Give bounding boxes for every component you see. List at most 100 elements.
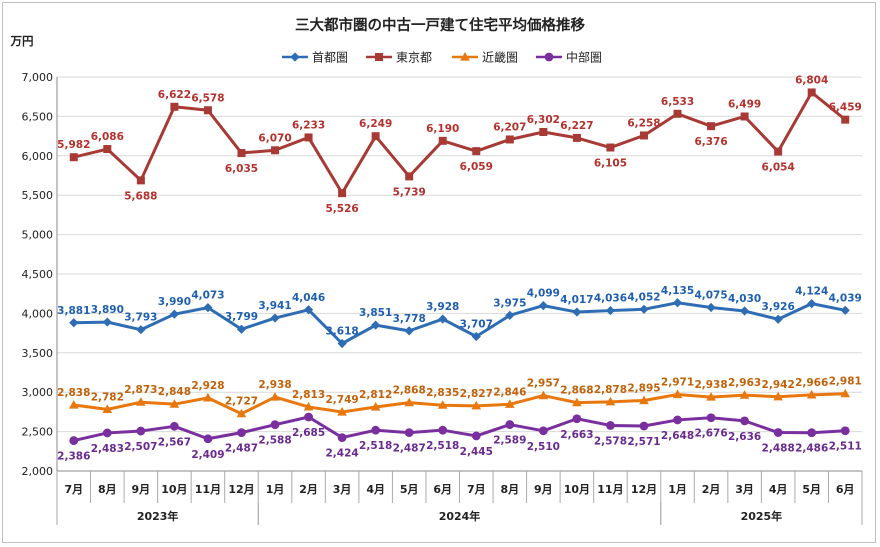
data-point (673, 415, 682, 425)
x-tick-label: 4月 (769, 483, 788, 496)
data-point (740, 306, 750, 316)
y-tick-label: 6,500 (22, 110, 54, 123)
y-axis-unit-label: 万円 (10, 34, 34, 48)
data-label: 2,511 (829, 441, 862, 453)
data-point (471, 431, 481, 441)
data-point (371, 425, 381, 435)
data-label: 2,727 (225, 396, 258, 408)
data-point (572, 397, 582, 407)
data-label: 6,190 (426, 123, 459, 135)
data-label: 2,966 (795, 377, 828, 389)
data-label: 6,533 (661, 96, 694, 108)
x-tick-label: 8月 (98, 483, 117, 496)
data-label: 6,249 (359, 118, 392, 130)
data-point (807, 88, 816, 97)
data-point (68, 399, 79, 409)
data-label: 6,070 (258, 132, 291, 144)
data-point (169, 399, 180, 408)
data-label: 6,258 (627, 117, 660, 129)
series-group: 3,881 3,8903,7933,9904,0733,7993,9414,046… (57, 74, 862, 462)
legend-marker (544, 52, 554, 62)
series-line (73, 392, 846, 416)
data-label: 2,518 (359, 440, 392, 452)
data-point (706, 302, 716, 313)
data-label: 4,073 (191, 290, 224, 302)
year-label: 2024年 (439, 509, 481, 523)
data-label: 6,207 (493, 121, 526, 133)
data-label: 2,868 (393, 385, 426, 397)
year-label: 2023年 (137, 509, 179, 523)
data-point (370, 402, 381, 411)
data-point (605, 305, 616, 316)
data-label: 4,039 (829, 292, 862, 304)
x-axis-labels: 7月 8月 9月 10月 11月 12月 1月 2月 3月 4月 5月 6月 7月 8月 9月 10月 11月 1… (56, 471, 863, 525)
legend-label: 東京都 (396, 51, 432, 65)
data-label: 2,981 (829, 376, 862, 388)
data-label: 2,488 (762, 443, 795, 455)
data-label: 2,685 (292, 427, 325, 439)
x-tick-label: 11月 (195, 483, 221, 496)
data-point (739, 390, 750, 399)
x-tick-label: 12月 (631, 483, 657, 496)
data-point (505, 310, 515, 320)
data-point (471, 331, 481, 342)
data-point (203, 392, 213, 402)
data-label: 6,376 (694, 136, 727, 148)
x-tick-label: 7月 (64, 483, 83, 496)
data-point (237, 149, 246, 158)
data-label: 2,589 (493, 435, 526, 447)
data-point (136, 426, 146, 436)
data-label: 3,778 (393, 313, 426, 325)
x-tick-label: 1月 (668, 483, 687, 496)
data-label: 2,942 (762, 379, 795, 391)
y-tick-label: 3,000 (22, 386, 54, 399)
x-tick-label: 3月 (333, 483, 352, 496)
data-point (271, 146, 280, 155)
data-label: 6,086 (91, 131, 124, 143)
data-label: 2,895 (627, 382, 660, 394)
data-point (672, 389, 683, 399)
data-label: 2,838 (57, 387, 90, 399)
data-point (840, 388, 851, 398)
data-label: 2,938 (694, 379, 727, 391)
data-point (505, 135, 514, 144)
data-point (102, 317, 112, 327)
y-tick-label: 2,500 (22, 426, 54, 439)
x-tick-label: 6月 (836, 483, 855, 496)
data-point (538, 300, 548, 311)
data-label: 2,483 (91, 443, 124, 455)
data-point (404, 326, 414, 336)
data-label: 2,424 (325, 448, 358, 460)
data-point (807, 299, 817, 309)
data-point (472, 147, 481, 156)
data-label: 6,302 (527, 114, 560, 126)
data-point (270, 313, 280, 323)
data-point (102, 428, 112, 438)
data-label: 2,487 (225, 443, 258, 455)
data-label: 6,105 (594, 158, 627, 170)
legend-marker (290, 52, 300, 62)
x-tick-label: 10月 (564, 483, 590, 496)
data-label: 2,957 (527, 378, 560, 390)
x-tick-label: 1月 (266, 483, 285, 496)
data-label: 4,046 (292, 292, 325, 304)
data-label: 2,971 (661, 376, 694, 388)
data-point (303, 305, 314, 315)
data-point (672, 298, 683, 308)
data-point (572, 414, 582, 424)
data-point (136, 325, 146, 335)
data-label: 4,052 (627, 291, 660, 303)
x-tick-label: 11月 (597, 483, 623, 496)
data-label: 4,017 (560, 294, 593, 306)
data-point (337, 433, 347, 442)
data-point (606, 421, 615, 430)
data-label: 3,793 (124, 312, 157, 324)
data-point (539, 128, 548, 137)
x-tick-label: 10月 (161, 483, 187, 496)
data-label: 2,487 (393, 443, 426, 455)
data-point (136, 397, 146, 406)
data-point (69, 436, 79, 445)
data-point (673, 109, 682, 118)
